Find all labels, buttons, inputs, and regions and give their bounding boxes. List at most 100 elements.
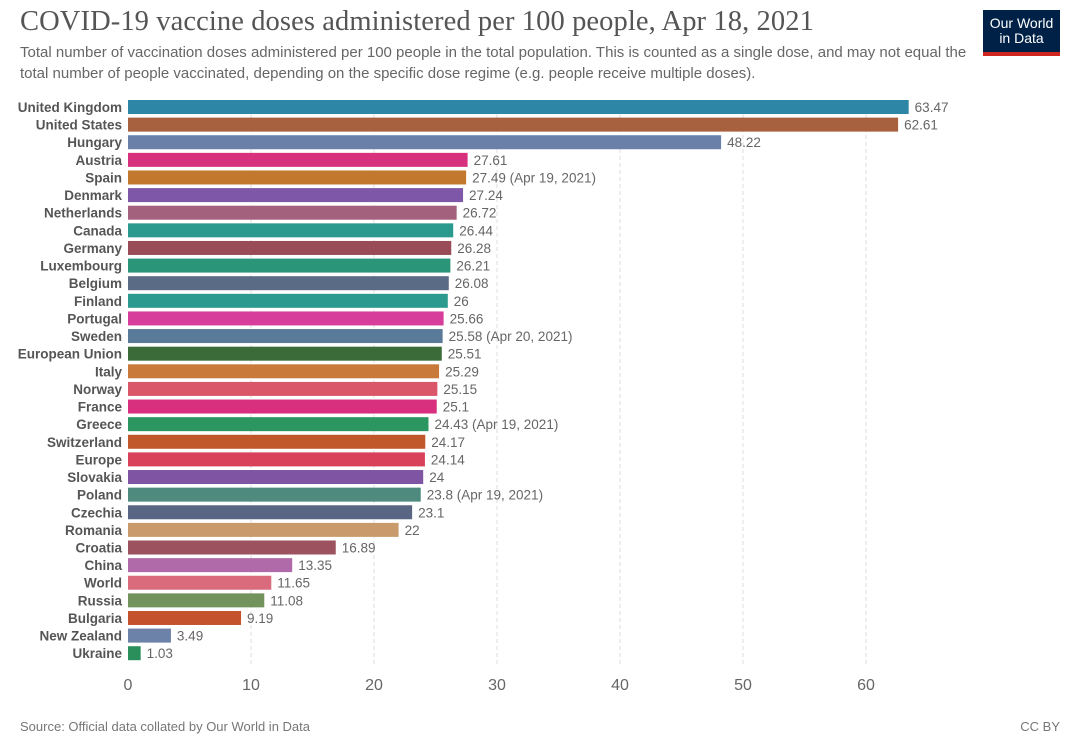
value-label: 22 — [405, 523, 420, 538]
license-link[interactable]: CC BY — [1020, 719, 1060, 734]
value-label: 26 — [454, 294, 469, 309]
bar[interactable] — [128, 487, 421, 502]
bar[interactable] — [128, 381, 438, 396]
bar[interactable] — [128, 575, 272, 590]
category-label: China — [84, 558, 122, 573]
bar[interactable] — [128, 364, 440, 379]
category-label: Portugal — [67, 311, 122, 326]
x-tick-label: 30 — [488, 677, 506, 694]
value-label: 13.35 — [298, 558, 332, 573]
value-label: 63.47 — [915, 100, 949, 115]
bar[interactable] — [128, 152, 468, 167]
value-label: 1.03 — [147, 646, 173, 661]
bar[interactable] — [128, 329, 443, 344]
value-labels: 63.47 62.61 48.22 27.61 27.49 (Apr 19, 2021)… — [147, 100, 949, 661]
value-label: 26.08 — [455, 276, 489, 291]
value-label: 25.58 (Apr 20, 2021) — [449, 329, 573, 344]
category-label: Belgium — [69, 276, 122, 291]
category-label: Slovakia — [67, 470, 122, 485]
bar[interactable] — [128, 276, 449, 291]
category-label: Canada — [73, 223, 122, 238]
category-label: Europe — [75, 452, 122, 467]
logo-line-2: in Data — [999, 30, 1044, 46]
category-label: Italy — [95, 364, 123, 379]
value-label: 26.44 — [459, 223, 493, 238]
category-label: Sweden — [71, 329, 122, 344]
chart-subtitle: Total number of vaccination doses admini… — [20, 44, 967, 82]
value-label: 26.21 — [456, 259, 490, 274]
value-label: 62.61 — [904, 118, 938, 133]
category-label: Denmark — [64, 188, 122, 203]
x-tick-label: 50 — [734, 677, 752, 694]
category-label: New Zealand — [39, 629, 122, 644]
bar[interactable] — [128, 399, 437, 414]
source-note[interactable]: Source: Official data collated by Our Wo… — [20, 719, 310, 734]
value-label: 16.89 — [342, 541, 376, 556]
bar[interactable] — [128, 470, 424, 485]
value-label: 23.1 — [418, 505, 444, 520]
value-label: 3.49 — [177, 629, 203, 644]
category-label: Luxembourg — [40, 259, 122, 274]
bar[interactable] — [128, 100, 909, 114]
bar[interactable] — [128, 293, 448, 308]
x-tick-label: 0 — [124, 677, 133, 694]
value-label: 27.24 — [469, 188, 503, 203]
bar[interactable] — [128, 434, 426, 449]
category-label: Norway — [73, 382, 122, 397]
x-tick-label: 60 — [857, 677, 875, 694]
logo-line-1: Our World — [989, 15, 1054, 31]
bar[interactable] — [128, 258, 451, 273]
value-label: 11.08 — [270, 593, 303, 608]
x-tick-labels: 0 10 20 30 40 50 60 — [124, 677, 875, 694]
chart-title: COVID-19 vaccine doses administered per … — [20, 6, 814, 37]
value-label: 27.49 (Apr 19, 2021) — [472, 170, 596, 185]
category-label: Russia — [78, 593, 123, 608]
category-label: Romania — [65, 523, 123, 538]
bar[interactable] — [128, 117, 899, 132]
category-label: Hungary — [67, 135, 122, 150]
value-label: 23.8 (Apr 19, 2021) — [427, 488, 543, 503]
bar[interactable] — [128, 170, 467, 185]
value-label: 25.29 — [445, 364, 479, 379]
category-label: Germany — [63, 241, 122, 256]
category-labels: United Kingdom United States Hungary Austri… — [18, 100, 123, 661]
value-label: 25.15 — [443, 382, 477, 397]
value-label: 25.51 — [448, 347, 482, 362]
bar[interactable] — [128, 610, 242, 625]
value-label: 24 — [429, 470, 445, 485]
bar[interactable] — [128, 522, 399, 537]
value-label: 48.22 — [727, 135, 761, 150]
bar[interactable] — [128, 223, 454, 238]
bar[interactable] — [128, 505, 413, 520]
category-label: United Kingdom — [18, 100, 122, 115]
bar[interactable] — [128, 240, 452, 255]
value-label: 24.43 (Apr 19, 2021) — [434, 417, 558, 432]
bar[interactable] — [128, 205, 457, 220]
value-label: 24.17 — [431, 435, 465, 450]
bar[interactable] — [128, 558, 293, 573]
bar[interactable] — [128, 346, 442, 361]
category-label: Poland — [77, 488, 122, 503]
bar-chart: United Kingdom United States Hungary Austri… — [18, 100, 949, 694]
value-label: 24.14 — [431, 452, 465, 467]
owid-logo[interactable]: Our World in Data — [983, 10, 1060, 56]
category-label: Austria — [75, 153, 122, 168]
category-label: Spain — [85, 170, 122, 185]
bar[interactable] — [128, 628, 171, 643]
bar[interactable] — [128, 135, 722, 150]
value-label: 9.19 — [247, 611, 273, 626]
bar[interactable] — [128, 188, 464, 203]
category-label: Ukraine — [72, 646, 122, 661]
category-label: European Union — [18, 347, 122, 362]
value-label: 26.72 — [463, 206, 497, 221]
x-tick-label: 40 — [611, 677, 629, 694]
bar[interactable] — [128, 593, 265, 608]
bar[interactable] — [128, 417, 429, 432]
bar[interactable] — [128, 540, 336, 555]
bar[interactable] — [128, 452, 425, 467]
bar[interactable] — [128, 646, 141, 661]
value-label: 25.66 — [450, 311, 484, 326]
category-label: Czechia — [71, 505, 123, 520]
bar[interactable] — [128, 311, 444, 326]
category-label: Finland — [74, 294, 122, 309]
